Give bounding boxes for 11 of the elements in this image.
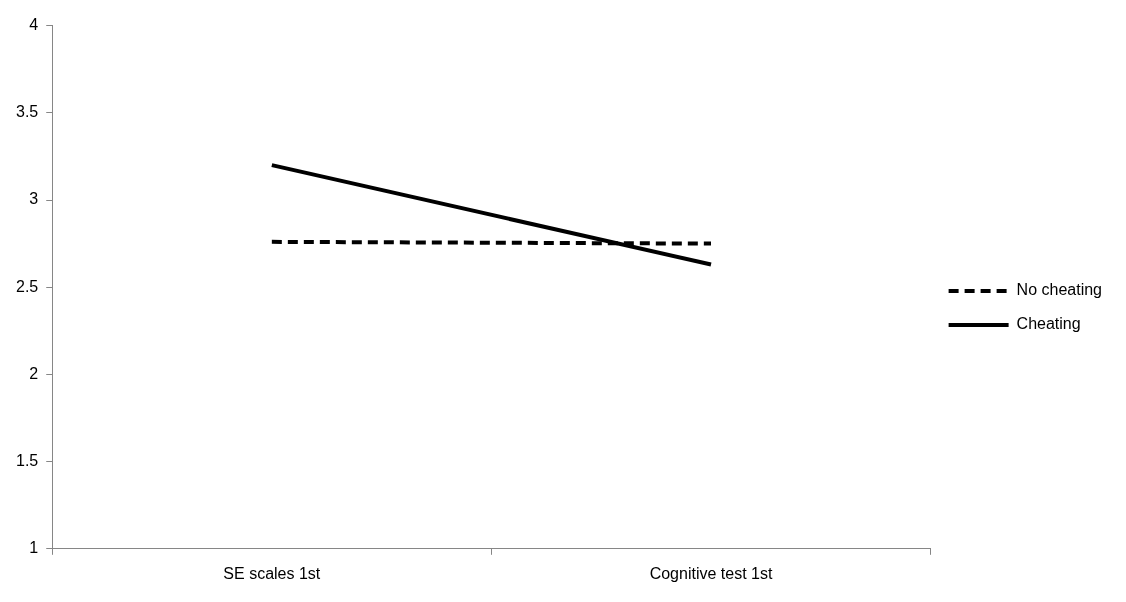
y-tick-label: 3.5 bbox=[15, 103, 39, 121]
y-tick-label: 1 bbox=[29, 539, 39, 557]
y-tick-label: 3 bbox=[29, 190, 39, 208]
legend-label: No cheating bbox=[1016, 281, 1102, 299]
y-tick-label: 4 bbox=[29, 16, 39, 34]
legend-label: Cheating bbox=[1016, 315, 1081, 333]
y-tick-label: 1.5 bbox=[15, 452, 39, 470]
y-tick-label: 2 bbox=[29, 364, 39, 382]
x-tick-label: SE scales 1st bbox=[223, 564, 321, 582]
y-tick-label: 2.5 bbox=[15, 277, 39, 295]
x-tick-label: Cognitive test 1st bbox=[649, 564, 773, 582]
